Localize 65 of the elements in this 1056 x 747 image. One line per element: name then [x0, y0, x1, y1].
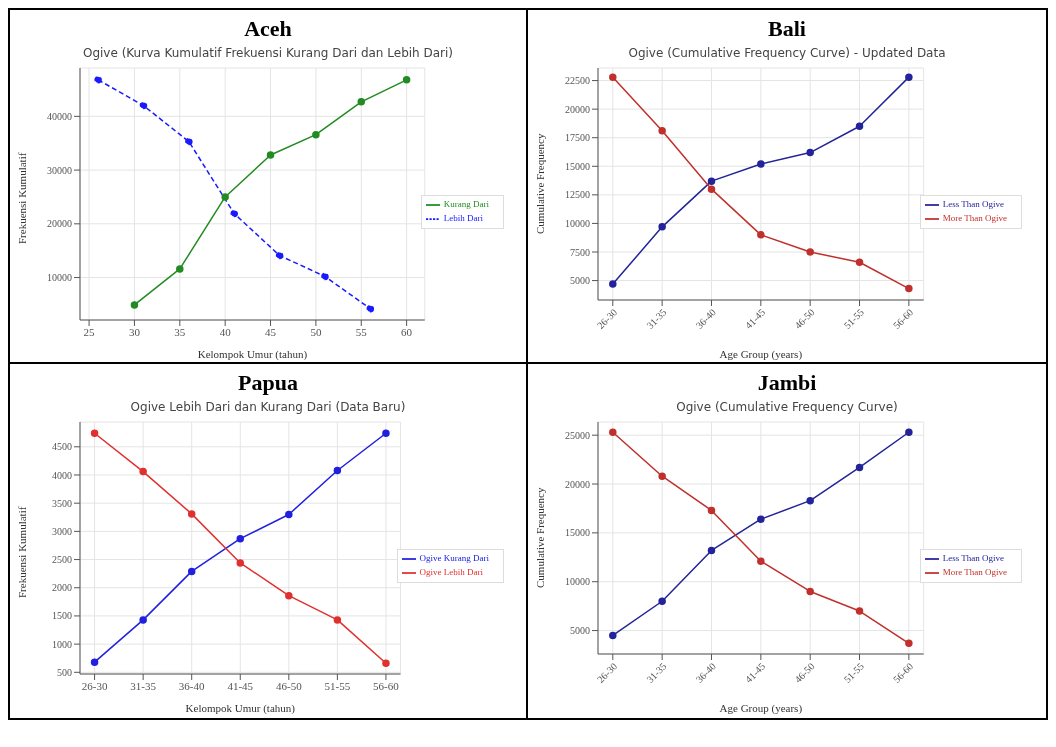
x-axis-title: Age Group (years) [719, 348, 803, 361]
chart-title: Jambi [756, 369, 818, 397]
legend-label: Lebih Dari [443, 213, 483, 224]
x-tick-label: 51-55 [324, 679, 351, 692]
x-tick-label: 31-35 [130, 679, 157, 692]
y-tick-label: 12500 [565, 189, 590, 201]
chart-title: Papua [237, 369, 299, 397]
y-tick-label: 20000 [47, 218, 72, 230]
y-tick-label: 3000 [52, 525, 72, 537]
x-axis-title: Age Group (years) [719, 702, 803, 715]
y-axis-title: Cumulative Frequency [533, 133, 546, 234]
x-tick-label: 45 [265, 325, 277, 338]
y-tick-label: 15000 [565, 527, 590, 539]
y-tick-label: 17500 [565, 132, 590, 144]
x-tick-label: 46-50 [275, 679, 303, 692]
x-tick-label: 40 [219, 325, 232, 338]
y-axis-title: Frekuensi Kumulatif [15, 152, 28, 244]
legend-label: More Than Ogive [942, 567, 1007, 578]
x-tick-label: 26-30 [81, 679, 108, 692]
y-tick-label: 15000 [565, 160, 590, 172]
y-axis-title: Cumulative Frequency [533, 487, 546, 588]
chart-subtitle: Ogive (Cumulative Frequency Curve) - Updated Data [627, 46, 947, 62]
y-tick-label: 500 [57, 666, 72, 678]
y-tick-label: 20000 [565, 103, 590, 115]
y-tick-label: 40000 [47, 110, 72, 122]
chart-subtitle: Ogive (Cumulative Frequency Curve) [675, 400, 899, 416]
x-tick-label: 55 [355, 325, 368, 338]
y-tick-label: 5000 [570, 275, 590, 287]
y-tick-label: 4000 [52, 469, 72, 481]
y-tick-label: 30000 [47, 164, 72, 176]
chart-title: Aceh [243, 15, 293, 43]
x-tick-label: 50 [310, 325, 322, 338]
y-tick-label: 10000 [565, 217, 590, 229]
x-axis-title: Kelompok Umur (tahun) [185, 702, 296, 715]
legend-label: More Than Ogive [942, 213, 1007, 224]
y-tick-label: 7500 [570, 246, 590, 258]
y-tick-label: 2000 [52, 582, 72, 594]
y-tick-label: 5000 [570, 625, 590, 637]
y-tick-label: 10000 [47, 272, 72, 284]
y-tick-label: 10000 [565, 576, 590, 588]
chart-subtitle: Ogive (Kurva Kumulatif Frekuensi Kurang Dari dan Lebih Dari) [81, 46, 455, 62]
legend-label: Less Than Ogive [942, 553, 1004, 564]
x-tick-label: 36-40 [178, 679, 206, 692]
x-tick-label: 25 [83, 325, 96, 338]
y-tick-label: 4500 [52, 441, 72, 453]
legend-label: Less Than Ogive [942, 199, 1004, 210]
x-tick-label: 60 [401, 325, 413, 338]
x-tick-label: 30 [128, 325, 141, 338]
x-axis-title: Kelompok Umur (tahun) [197, 348, 308, 361]
x-tick-label: 35 [174, 325, 186, 338]
chart-title: Bali [767, 15, 807, 43]
y-tick-label: 22500 [565, 75, 590, 87]
y-axis-title: Frekuensi Kumulatif [15, 506, 28, 598]
y-tick-label: 2500 [52, 554, 72, 566]
chart-subtitle: Ogive Lebih Dari dan Kurang Dari (Data Baru) [129, 400, 407, 416]
legend-label: Ogive Lebih Dari [419, 567, 483, 578]
legend-label: Kurang Dari [443, 199, 489, 210]
y-tick-label: 1500 [52, 610, 72, 622]
x-tick-label: 56-60 [373, 679, 400, 692]
legend-label: Ogive Kurang Dari [419, 553, 489, 564]
y-tick-label: 20000 [565, 478, 590, 490]
x-tick-label: 41-45 [227, 679, 254, 692]
y-tick-label: 3500 [52, 497, 72, 509]
y-tick-label: 1000 [52, 638, 72, 650]
y-tick-label: 25000 [565, 429, 590, 441]
